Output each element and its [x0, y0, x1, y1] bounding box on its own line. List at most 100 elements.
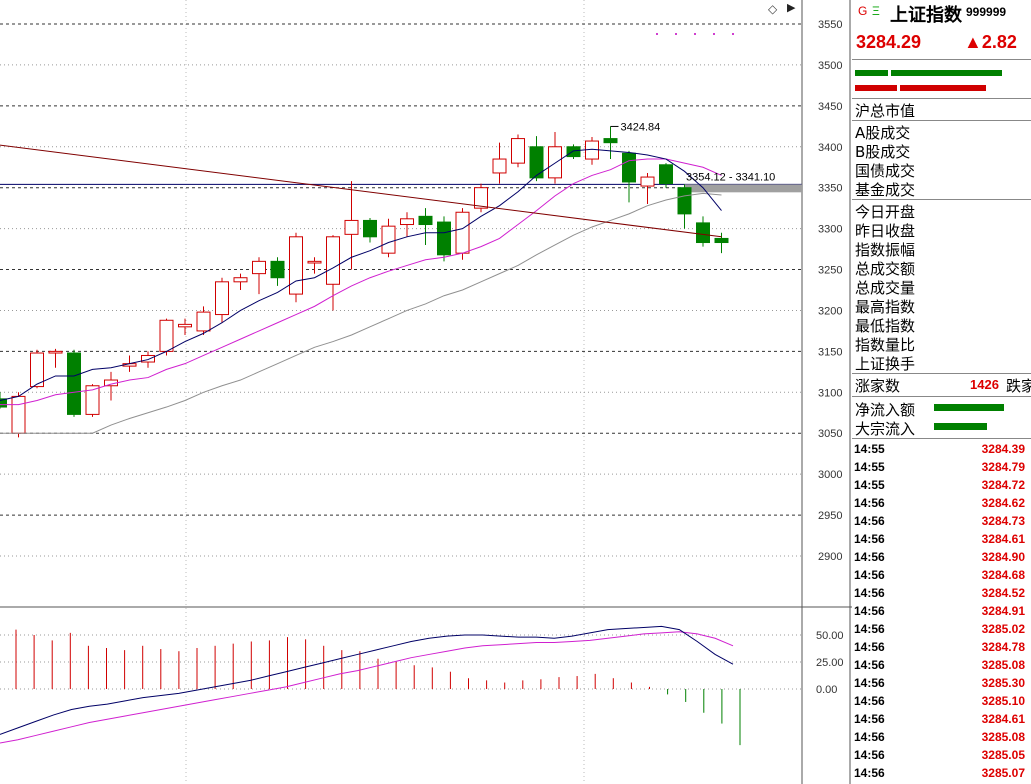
collapse-diamond-icon[interactable]: ◇: [768, 2, 778, 16]
fund-volume-label: 基金成交: [855, 181, 916, 199]
price-change: ▲2.82: [964, 32, 1017, 52]
candle-body: [714, 237, 729, 244]
tick-row: 14:56 3285.08: [852, 656, 1031, 674]
tick-row: 14:55 3284.79: [852, 458, 1031, 476]
candle-body: [307, 260, 322, 264]
prev-close-label: 昨日收盘: [855, 222, 916, 240]
tick-price: 3285.08: [981, 658, 1025, 672]
current-price: 3284.29: [856, 32, 922, 52]
volume-bar-green-1: [855, 70, 888, 76]
candle-body: [474, 187, 488, 209]
y-tick-label: 3200: [818, 305, 842, 317]
candle-body: [566, 146, 581, 158]
tick-price: 3284.39: [981, 442, 1025, 456]
tick-row: 14:56 3284.91: [852, 602, 1031, 620]
candle-body: [48, 350, 63, 354]
block-inflow-label: 大宗流入: [855, 420, 916, 438]
candle-body: [400, 218, 414, 226]
candle-body: [141, 354, 155, 363]
candle-body: [11, 395, 26, 434]
candle-body: [603, 138, 618, 144]
candle-body: [196, 311, 211, 332]
ma-mid-line: [0, 158, 722, 406]
range-box: [684, 184, 802, 193]
tick-time: 14:56: [854, 586, 885, 600]
tick-row: 14:55 3284.39: [852, 440, 1031, 458]
divider: [852, 438, 1031, 439]
tick-time: 14:56: [854, 658, 885, 672]
total-volume-label: 总成交量: [855, 279, 916, 297]
tick-time: 14:56: [854, 676, 885, 690]
y-tick-label: 3400: [818, 142, 842, 154]
tick-row: 14:56 3285.10: [852, 692, 1031, 710]
candle-body: [233, 277, 248, 283]
volume-ratio-label: 指数量比: [855, 336, 916, 354]
ma-short-line: [0, 148, 722, 401]
y-tick-label: 3100: [818, 387, 842, 399]
macd-tick-label: 50.00: [816, 630, 844, 642]
dea-line: [0, 631, 734, 744]
index-name: 上证指数: [890, 5, 962, 26]
marker-dot: [713, 33, 715, 35]
scroll-right-icon[interactable]: ▶: [787, 1, 796, 14]
tick-row: 14:56 3285.07: [852, 764, 1031, 782]
tick-price: 3285.10: [981, 694, 1025, 708]
volume-bar-green-2: [891, 70, 1002, 76]
candle-body: [30, 352, 44, 388]
tick-price: 3285.02: [981, 622, 1025, 636]
tick-row: 14:56 3284.68: [852, 566, 1031, 584]
tick-price: 3284.62: [981, 496, 1025, 510]
marker-dot: [675, 33, 677, 35]
marker-dot: [656, 33, 658, 35]
tick-price: 3285.30: [981, 676, 1025, 690]
turnover-amount-label: 总成交额: [855, 260, 916, 278]
candle-body: [67, 352, 81, 415]
tick-price: 3284.52: [981, 586, 1025, 600]
candle-body: [85, 385, 100, 415]
macd-tick-label: 0.00: [816, 684, 837, 696]
candle-body: [326, 236, 340, 285]
candle-body: [363, 219, 377, 238]
tick-price: 3284.72: [981, 478, 1025, 492]
candle-body: [640, 176, 655, 187]
tick-time: 14:56: [854, 550, 885, 564]
menu-icon[interactable]: Ξ: [872, 4, 880, 18]
index-code: 999999: [966, 5, 1007, 19]
candle-body: [344, 219, 359, 235]
divider: [852, 59, 1031, 60]
range-annotation: 3354.12 - 3341.10: [686, 171, 775, 183]
tick-price: 3284.61: [981, 532, 1025, 546]
y-tick-label: 3150: [818, 346, 842, 358]
volume-bar-red-1: [855, 85, 897, 91]
fall-count-label: 跌家: [1006, 377, 1031, 395]
tick-row: 14:56 3284.78: [852, 638, 1031, 656]
y-tick-label: 3300: [818, 224, 842, 236]
candle-body: [418, 215, 433, 226]
rise-count-value: 1426: [970, 377, 999, 392]
tick-row: 14:55 3284.72: [852, 476, 1031, 494]
y-tick-label: 3550: [818, 19, 842, 31]
tick-row: 14:56 3285.05: [852, 746, 1031, 764]
candle-body: [270, 260, 285, 279]
kline-chart[interactable]: 3424.84 3354.12 - 3341.10 3550 3500 3450 340…: [0, 0, 852, 784]
marker-dot: [732, 33, 734, 35]
g-label[interactable]: G: [858, 4, 868, 18]
tick-time: 14:56: [854, 748, 885, 762]
tick-price: 3284.78: [981, 640, 1025, 654]
tick-row: 14:56 3284.73: [852, 512, 1031, 530]
tick-row: 14:56 3285.30: [852, 674, 1031, 692]
ma-long-line: [0, 192, 722, 434]
tick-time: 14:55: [854, 442, 885, 456]
y-tick-label: 2950: [818, 510, 842, 522]
tick-price: 3284.73: [981, 514, 1025, 528]
tick-time: 14:56: [854, 694, 885, 708]
candle-body: [381, 225, 396, 254]
candle-body: [289, 236, 303, 295]
candle-body: [455, 211, 470, 254]
tick-time: 14:56: [854, 730, 885, 744]
tick-price: 3284.68: [981, 568, 1025, 582]
candle-body: [511, 138, 525, 164]
block-inflow-bar: [934, 423, 987, 430]
tick-row: 14:56 3285.02: [852, 620, 1031, 638]
tick-row: 14:56 3284.61: [852, 530, 1031, 548]
